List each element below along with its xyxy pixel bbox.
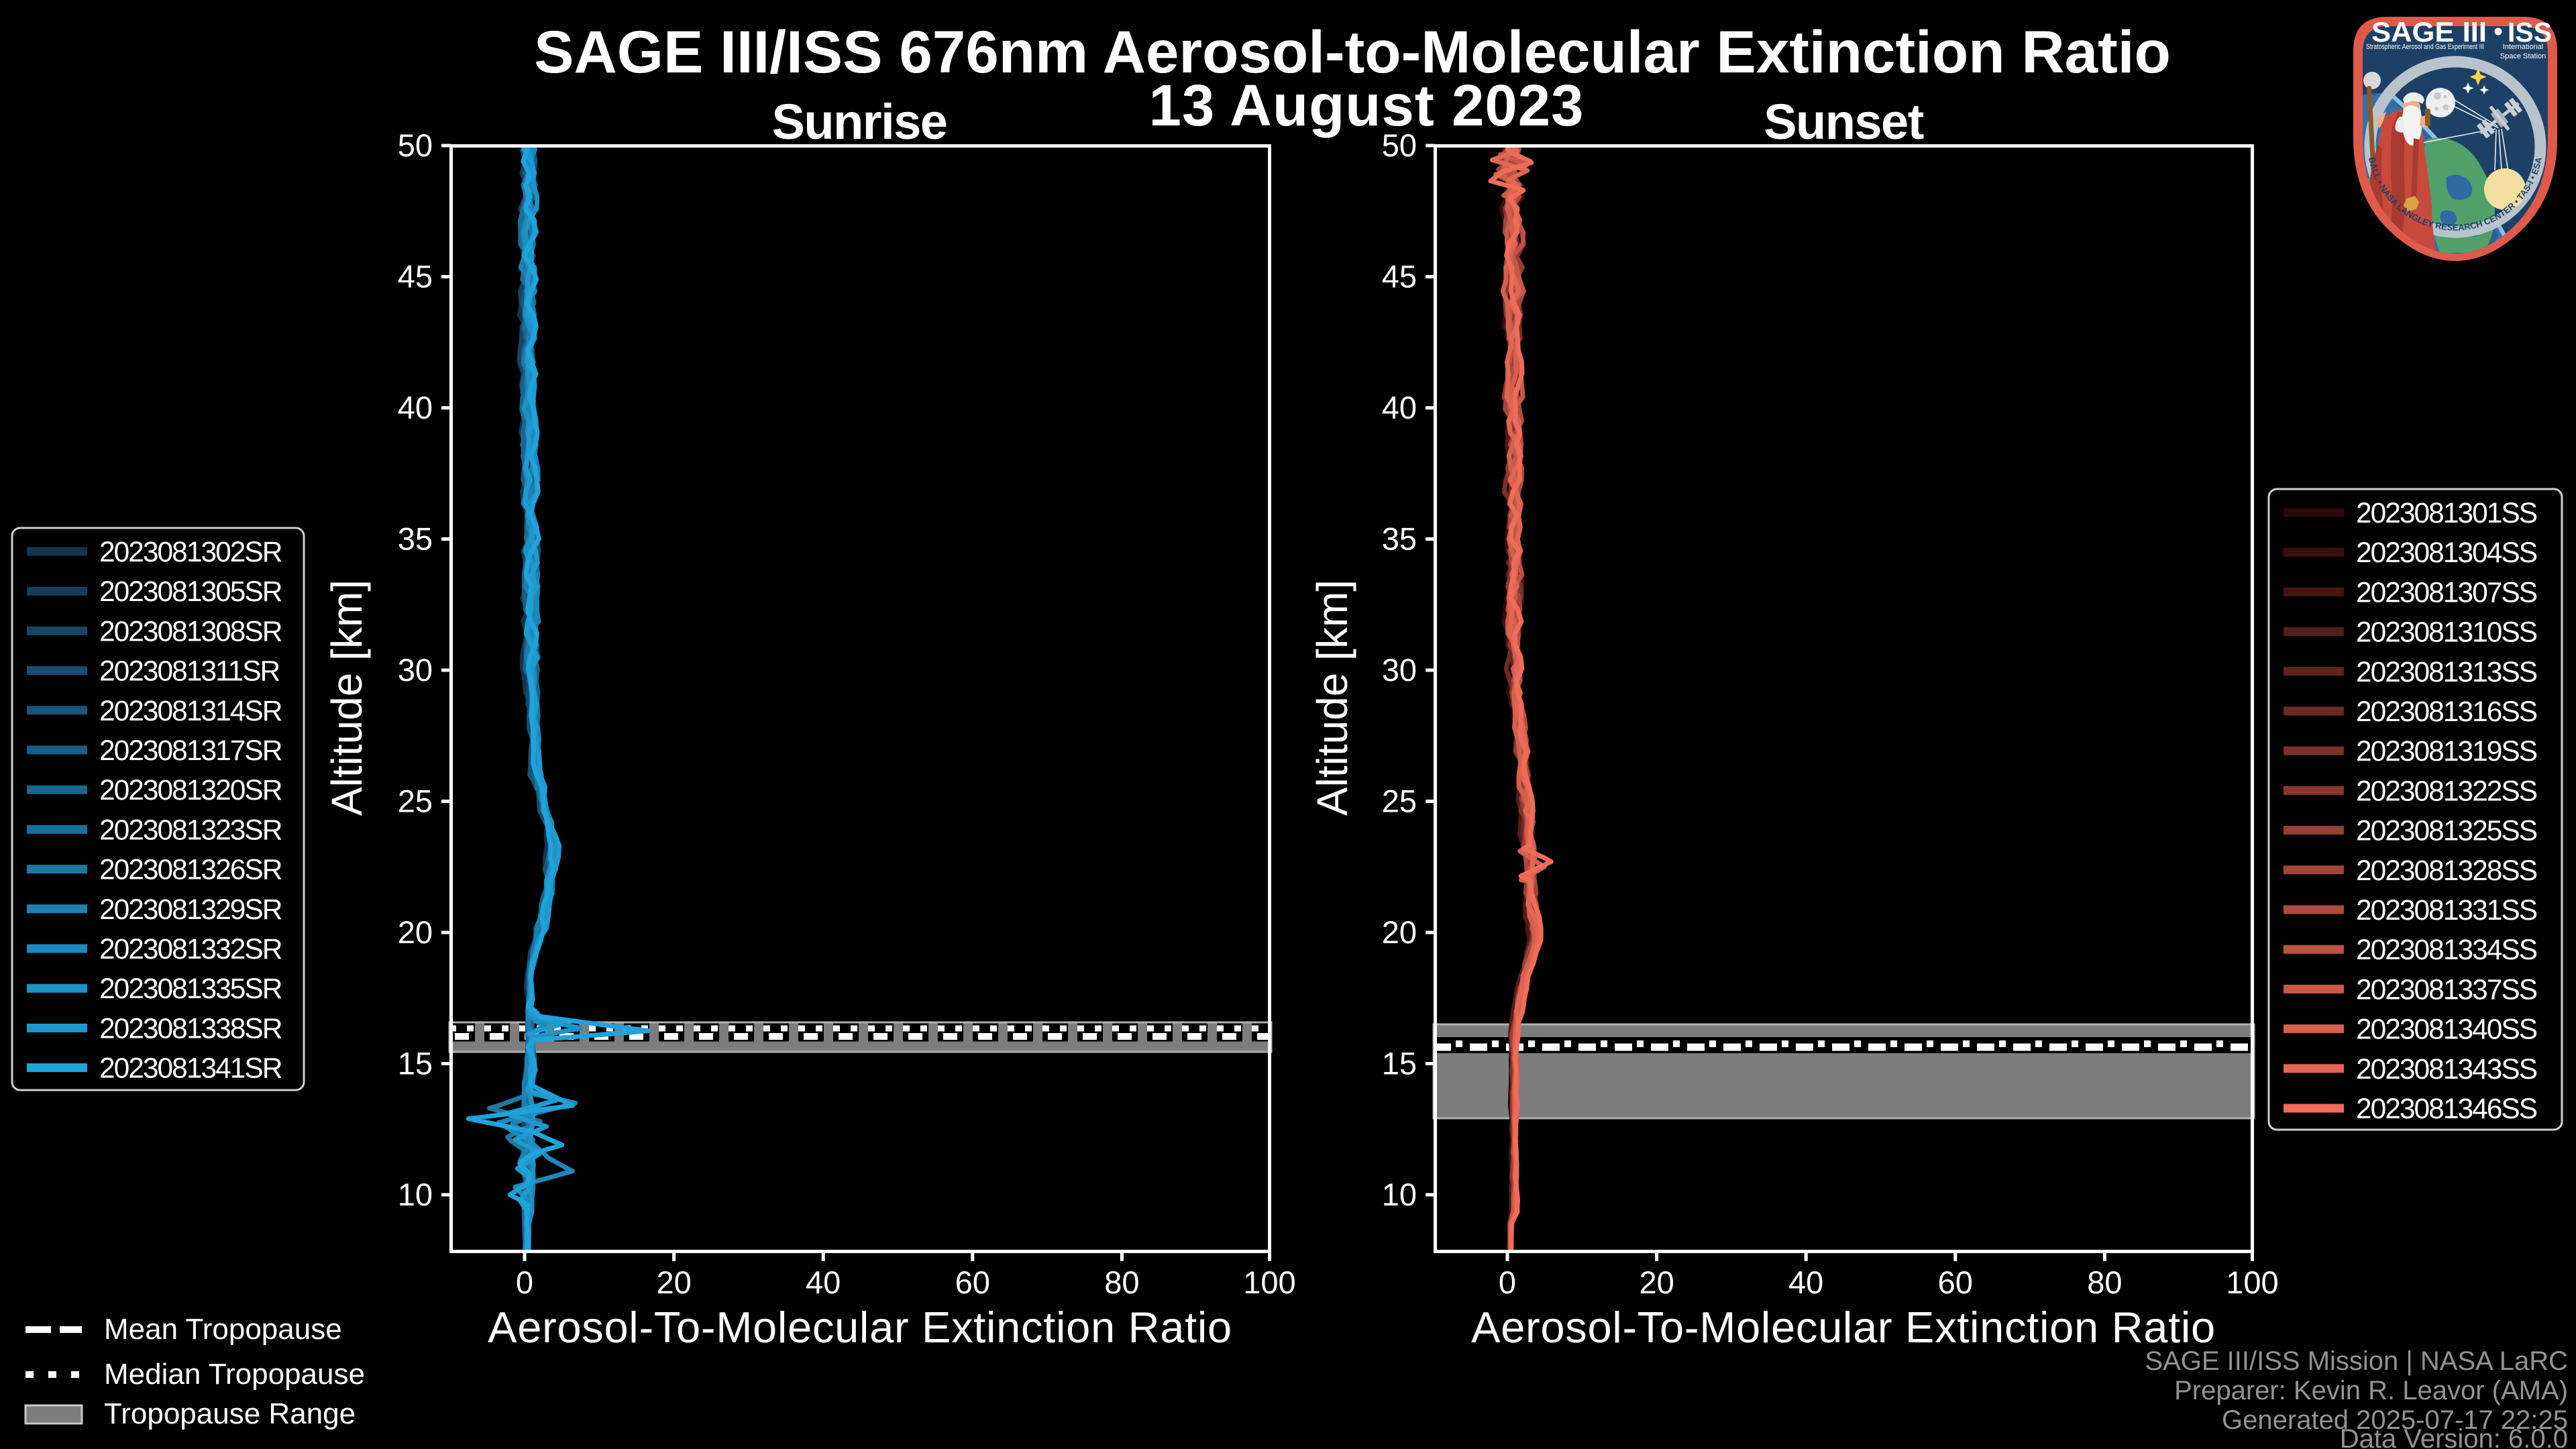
svg-text:2023081316SS: 2023081316SS — [2356, 696, 2537, 728]
svg-text:60: 60 — [1938, 1265, 1973, 1300]
svg-text:Sunset: Sunset — [1764, 94, 1924, 150]
svg-text:40: 40 — [1788, 1265, 1823, 1300]
svg-text:2023081340SS: 2023081340SS — [2356, 1014, 2537, 1046]
svg-text:2023081334SS: 2023081334SS — [2356, 934, 2537, 966]
svg-text:10: 10 — [398, 1177, 433, 1212]
svg-text:20: 20 — [398, 914, 433, 950]
svg-text:2023081329SR: 2023081329SR — [99, 894, 282, 926]
svg-text:0: 0 — [1499, 1265, 1516, 1300]
svg-text:2023081341SR: 2023081341SR — [99, 1053, 282, 1085]
svg-text:Altitude [km]: Altitude [km] — [323, 580, 371, 816]
svg-text:International: International — [2503, 43, 2544, 51]
svg-text:15: 15 — [398, 1046, 433, 1081]
svg-text:40: 40 — [398, 390, 433, 425]
svg-text:2023081317SR: 2023081317SR — [99, 735, 282, 767]
svg-text:100: 100 — [1243, 1265, 1295, 1300]
svg-text:2023081331SS: 2023081331SS — [2356, 895, 2537, 926]
svg-text:2023081338SR: 2023081338SR — [99, 1013, 282, 1044]
svg-text:2023081311SR: 2023081311SR — [99, 656, 280, 688]
svg-text:2023081335SR: 2023081335SR — [99, 973, 282, 1005]
svg-text:2023081314SR: 2023081314SR — [99, 696, 282, 727]
svg-text:80: 80 — [1104, 1265, 1139, 1300]
svg-text:Data Version: 6.0.0: Data Version: 6.0.0 — [2340, 1424, 2568, 1449]
svg-text:15: 15 — [1382, 1046, 1417, 1081]
svg-text:Space Station: Space Station — [2500, 52, 2546, 60]
svg-text:2023081337SS: 2023081337SS — [2356, 974, 2537, 1006]
svg-text:2023081320SR: 2023081320SR — [99, 775, 282, 806]
svg-text:25: 25 — [398, 784, 433, 819]
svg-text:45: 45 — [398, 259, 433, 294]
svg-text:35: 35 — [398, 521, 433, 557]
svg-text:25: 25 — [1382, 784, 1417, 819]
svg-text:Aerosol-To-Molecular Extinctio: Aerosol-To-Molecular Extinction Ratio — [1471, 1303, 2216, 1352]
svg-text:Stratospheric Aerosol and Gas: Stratospheric Aerosol and Gas Experiment… — [2366, 43, 2484, 51]
svg-text:ISS: ISS — [2508, 17, 2552, 48]
svg-text:2023081305SR: 2023081305SR — [99, 576, 282, 608]
svg-text:2023081307SS: 2023081307SS — [2356, 577, 2537, 608]
svg-text:2023081323SR: 2023081323SR — [99, 814, 282, 846]
svg-text:2023081301SS: 2023081301SS — [2356, 498, 2537, 529]
svg-text:2023081302SR: 2023081302SR — [99, 537, 282, 568]
svg-text:2023081313SS: 2023081313SS — [2356, 657, 2537, 688]
svg-text:35: 35 — [1382, 521, 1417, 557]
svg-text:SAGE III/ISS Mission | NASA La: SAGE III/ISS Mission | NASA LaRC — [2145, 1346, 2568, 1376]
svg-text:13 August 2023: 13 August 2023 — [1148, 73, 1584, 138]
svg-text:20: 20 — [1639, 1265, 1674, 1300]
svg-text:50: 50 — [398, 127, 433, 163]
svg-text:2023081346SS: 2023081346SS — [2356, 1093, 2537, 1125]
svg-text:Sunrise: Sunrise — [772, 94, 947, 150]
svg-text:10: 10 — [1382, 1177, 1417, 1212]
svg-text:SAGE III/ISS 676nm Aerosol-to-: SAGE III/ISS 676nm Aerosol-to-Molecular … — [534, 18, 2171, 85]
svg-text:80: 80 — [2087, 1265, 2122, 1300]
svg-text:2023081325SS: 2023081325SS — [2356, 816, 2537, 847]
svg-text:20: 20 — [1382, 914, 1417, 950]
svg-text:Aerosol-To-Molecular Extinctio: Aerosol-To-Molecular Extinction Ratio — [488, 1303, 1232, 1352]
svg-text:40: 40 — [1382, 390, 1417, 425]
svg-text:Tropopause Range: Tropopause Range — [104, 1397, 356, 1430]
svg-text:2023081308SR: 2023081308SR — [99, 616, 282, 647]
svg-text:60: 60 — [955, 1265, 990, 1300]
svg-text:100: 100 — [2226, 1265, 2278, 1300]
svg-text:Preparer: Kevin R. Leavor (AMA: Preparer: Kevin R. Leavor (AMA) — [2174, 1376, 2568, 1405]
svg-text:2023081319SS: 2023081319SS — [2356, 736, 2537, 767]
svg-text:0: 0 — [516, 1265, 533, 1300]
svg-text:2023081310SS: 2023081310SS — [2356, 617, 2537, 649]
svg-text:30: 30 — [398, 652, 433, 688]
svg-text:SAGE III: SAGE III — [2371, 16, 2487, 48]
svg-text:2023081322SS: 2023081322SS — [2356, 775, 2537, 807]
svg-text:Mean Tropopause: Mean Tropopause — [104, 1313, 342, 1346]
svg-text:30: 30 — [1382, 652, 1417, 688]
svg-text:Altitude [km]: Altitude [km] — [1308, 580, 1356, 816]
svg-text:40: 40 — [806, 1265, 841, 1300]
svg-text:2023081304SS: 2023081304SS — [2356, 537, 2537, 569]
svg-text:20: 20 — [656, 1265, 691, 1300]
svg-text:2023081328SS: 2023081328SS — [2356, 855, 2537, 887]
svg-text:Generated 2025-07-17 22:25: Generated 2025-07-17 22:25 — [2222, 1405, 2568, 1435]
svg-text:50: 50 — [1382, 127, 1417, 163]
svg-text:2023081332SR: 2023081332SR — [99, 934, 282, 965]
svg-text:Median Tropopause: Median Tropopause — [104, 1358, 365, 1391]
svg-text:2023081343SS: 2023081343SS — [2356, 1054, 2537, 1085]
svg-text:2023081326SR: 2023081326SR — [99, 855, 282, 886]
svg-text:45: 45 — [1382, 259, 1417, 294]
